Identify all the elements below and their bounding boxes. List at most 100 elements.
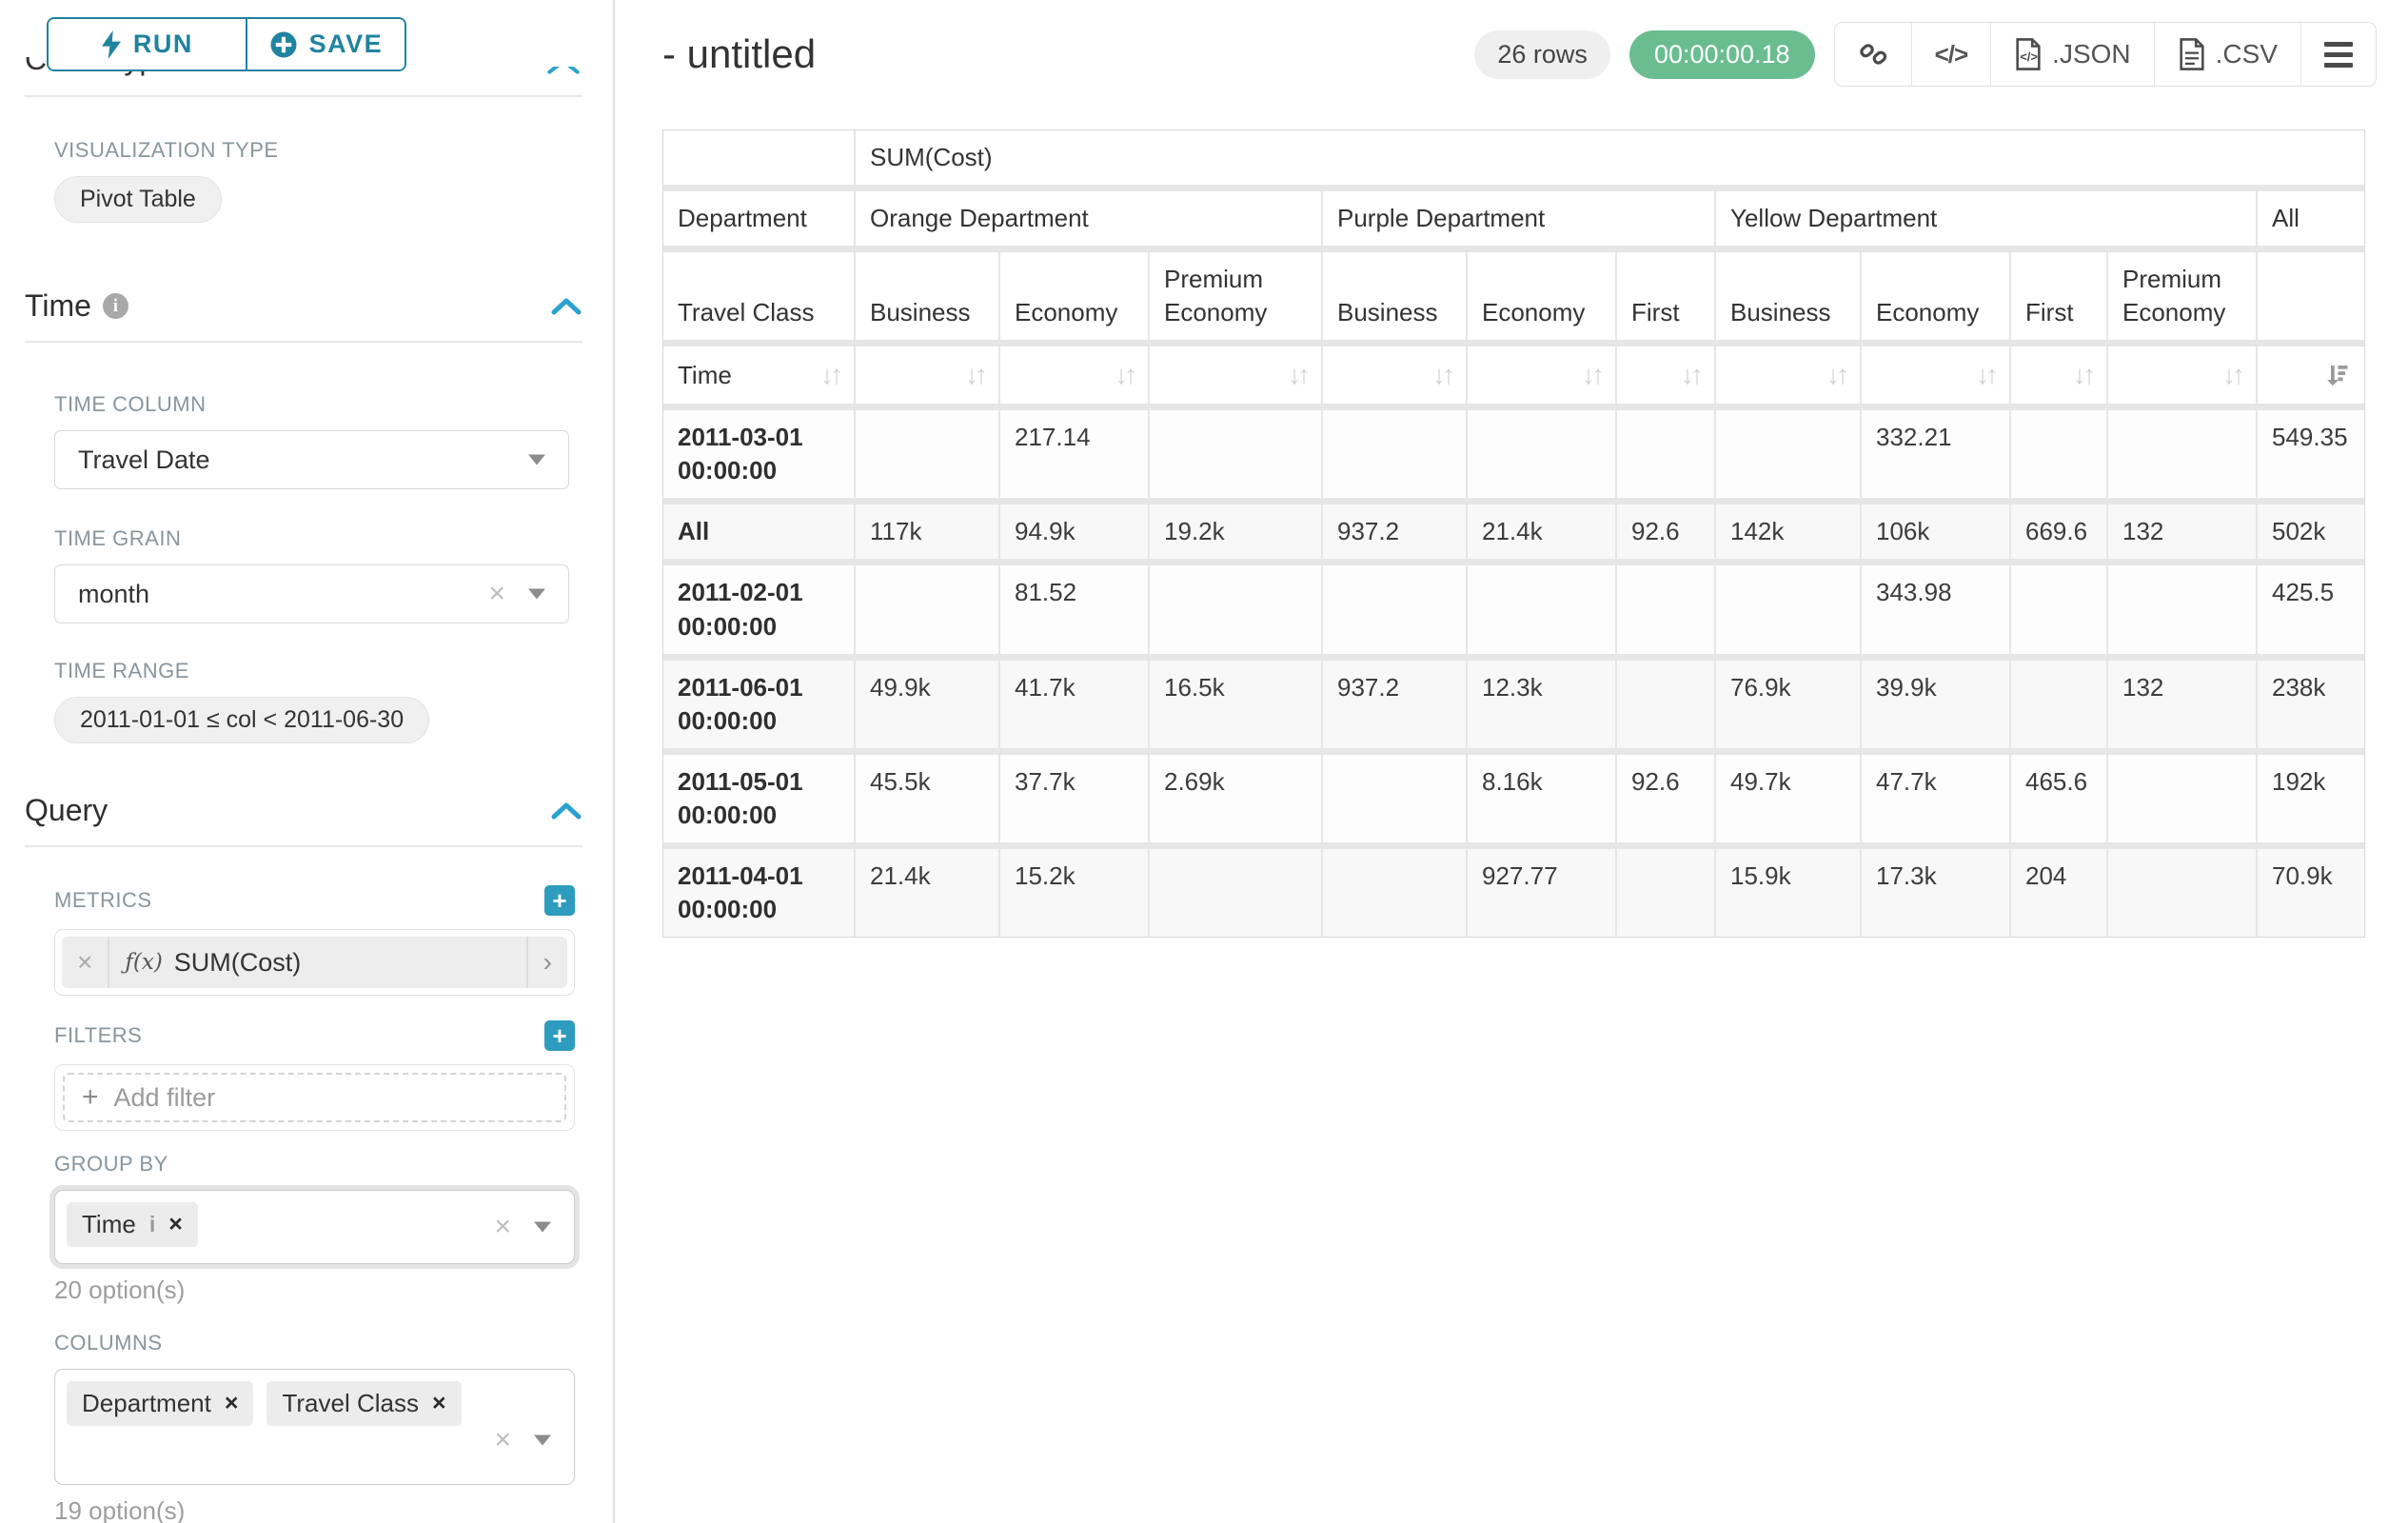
pivot-value-cell: 92.6 <box>1617 754 1714 843</box>
tag-remove-x-icon[interactable]: × <box>224 1390 239 1416</box>
copy-link-button[interactable] <box>1835 23 1912 86</box>
pivot-row-label: 2011-04-01 00:00:00 <box>663 849 854 938</box>
metrics-container: × ƒ(x) SUM(Cost) › <box>54 929 575 996</box>
lightning-icon <box>101 30 121 59</box>
add-filter-button[interactable]: + Add filter <box>63 1073 566 1122</box>
add-filter-plus-button[interactable]: + <box>544 1020 575 1051</box>
metric-item[interactable]: × ƒ(x) SUM(Cost) › <box>62 937 567 988</box>
add-metric-button[interactable]: + <box>544 885 575 916</box>
pivot-value-cell: 937.2 <box>1323 660 1466 748</box>
time-section-collapse-chevron-icon[interactable] <box>550 297 582 316</box>
pivot-corner-cell <box>663 130 854 186</box>
sort-both-icon[interactable]: ↓↑ <box>1681 360 1704 390</box>
save-button[interactable]: SAVE <box>247 19 405 69</box>
pivot-value-cell <box>1150 410 1321 499</box>
pivot-column-header: Premium Economy <box>1150 252 1321 341</box>
pivot-row-label: All <box>663 504 854 560</box>
visualization-type-pill[interactable]: Pivot Table <box>54 176 222 223</box>
x-clear-icon[interactable]: × <box>494 1211 511 1242</box>
time-grain-label: TIME GRAIN <box>54 526 182 550</box>
menu-button[interactable] <box>2301 23 2376 86</box>
pivot-sort-cell: ↓↑ <box>1150 346 1321 405</box>
section-divider <box>25 95 582 97</box>
x-clear-icon[interactable]: × <box>488 578 505 609</box>
embed-code-button[interactable]: </> <box>1912 23 1992 86</box>
pivot-value-cell: 2.69k <box>1150 754 1321 843</box>
code-icon: </> <box>1934 39 1969 69</box>
time-column-select[interactable]: Travel Date <box>54 430 569 489</box>
sort-both-icon[interactable]: ↓↑ <box>820 360 843 390</box>
sort-descending-button[interactable] <box>2321 361 2350 389</box>
pivot-value-cell <box>2108 565 2256 654</box>
run-save-button-group: RUN SAVE <box>47 17 406 71</box>
caret-down-icon[interactable] <box>528 588 545 600</box>
pivot-value-cell: 12.3k <box>1468 660 1615 748</box>
columns-options-hint: 19 option(s) <box>54 1496 186 1523</box>
sort-both-icon[interactable]: ↓↑ <box>1582 360 1605 390</box>
pivot-table: SUM(Cost) Department Orange Department Purp… <box>662 129 2365 939</box>
chevron-up-icon[interactable] <box>544 67 582 76</box>
pivot-value-cell: 217.14 <box>1000 410 1148 499</box>
time-range-pill[interactable]: 2011-01-01 ≤ col < 2011-06-30 <box>54 697 430 743</box>
x-clear-icon[interactable]: × <box>494 1424 511 1456</box>
sort-both-icon[interactable]: ↓↑ <box>1288 360 1311 390</box>
remove-metric-x-icon[interactable]: × <box>62 937 110 988</box>
sort-both-icon[interactable]: ↓↑ <box>2222 360 2245 390</box>
caret-down-icon[interactable] <box>528 454 545 465</box>
pivot-column-group-header: Purple Department <box>1323 191 1714 247</box>
time-column-label: TIME COLUMN <box>54 392 207 416</box>
filters-label: FILTERS <box>54 1023 143 1047</box>
pivot-value-cell <box>1716 410 1860 499</box>
pivot-value-cell: 15.9k <box>1716 849 1860 938</box>
tag-remove-x-icon[interactable]: × <box>431 1390 446 1416</box>
time-grain-select[interactable]: month × <box>54 564 569 623</box>
pivot-value-cell: 142k <box>1716 504 1860 560</box>
tag-info-icon[interactable]: i <box>148 1212 156 1236</box>
select-value-tag[interactable]: Department × <box>67 1381 254 1426</box>
sort-both-icon[interactable]: ↓↑ <box>2073 360 2096 390</box>
sort-both-icon[interactable]: ↓↑ <box>1432 360 1455 390</box>
time-header-label: Time <box>678 360 732 389</box>
pivot-value-cell: 49.9k <box>856 660 998 748</box>
select-value-tag[interactable]: Travel Class × <box>266 1381 462 1426</box>
pivot-value-cell: 15.2k <box>1000 849 1148 938</box>
export-button-group: </> </> .JSON <box>1833 22 2377 87</box>
pivot-value-cell <box>1617 410 1714 499</box>
pivot-value-cell: 117k <box>856 504 998 560</box>
pivot-value-cell: 21.4k <box>1468 504 1615 560</box>
export-csv-button[interactable]: .CSV <box>2155 23 2301 86</box>
pivot-subdimension-header: Travel Class <box>663 252 854 341</box>
metrics-label: METRICS <box>54 888 152 912</box>
caret-down-icon[interactable] <box>534 1434 551 1446</box>
pivot-value-cell <box>2011 565 2106 654</box>
sort-both-icon[interactable]: ↓↑ <box>1115 360 1137 390</box>
sort-both-icon[interactable]: ↓↑ <box>965 360 988 390</box>
query-section-collapse-chevron-icon[interactable] <box>550 801 582 821</box>
pivot-metric-header: SUM(Cost) <box>856 130 2364 186</box>
group-by-select[interactable]: Time i × × <box>54 1190 575 1264</box>
columns-select[interactable]: Department × Travel Class × × <box>54 1369 575 1485</box>
tag-remove-x-icon[interactable]: × <box>168 1211 183 1237</box>
info-circle-icon: i <box>102 293 128 319</box>
pivot-value-cell <box>2108 410 2256 499</box>
export-json-button[interactable]: </> .JSON <box>1991 23 2155 86</box>
sort-both-icon[interactable]: ↓↑ <box>1826 360 1849 390</box>
select-value-tag[interactable]: Time i × <box>67 1202 198 1247</box>
pivot-value-cell <box>1617 849 1714 938</box>
sort-both-icon[interactable]: ↓↑ <box>1976 360 1999 390</box>
pivot-value-cell <box>1468 565 1615 654</box>
pivot-value-cell <box>1150 565 1321 654</box>
run-button[interactable]: RUN <box>49 19 247 69</box>
pivot-value-cell: 94.9k <box>1000 504 1148 560</box>
columns-label: COLUMNS <box>54 1331 163 1355</box>
pivot-value-cell <box>2011 410 2106 499</box>
pivot-value-cell: 37.7k <box>1000 754 1148 843</box>
pivot-sort-cell: ↓↑ <box>1716 346 1860 405</box>
filters-container: + Add filter <box>54 1064 575 1131</box>
chevron-right-icon[interactable]: › <box>525 937 567 988</box>
plus-icon: + <box>82 1081 99 1113</box>
pivot-value-cell <box>2108 754 2256 843</box>
pivot-sort-cell: ↓↑ <box>2108 346 2256 405</box>
caret-down-icon[interactable] <box>534 1221 551 1233</box>
